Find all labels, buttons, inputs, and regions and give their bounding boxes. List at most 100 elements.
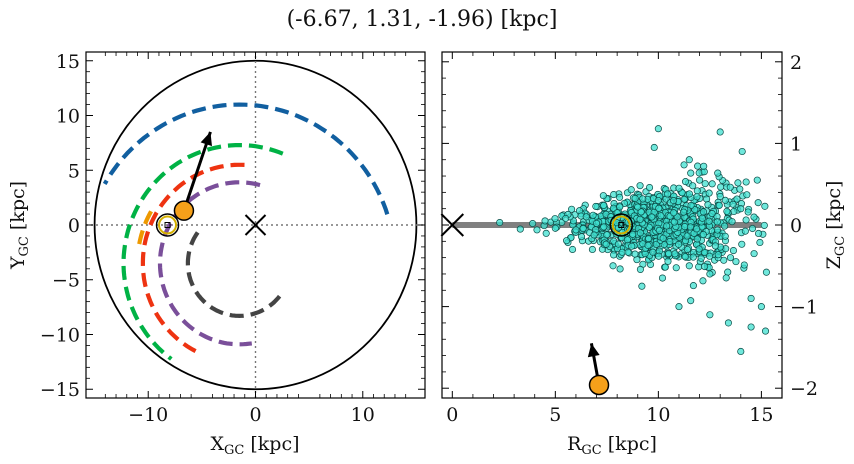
scatter-point bbox=[657, 212, 665, 220]
y-tick-label: 5 bbox=[68, 160, 80, 182]
scatter-point bbox=[708, 180, 716, 188]
y-tick-label: 0 bbox=[790, 215, 802, 237]
right-clipped-content bbox=[452, 125, 770, 356]
scatter-point bbox=[589, 211, 597, 219]
scatter-point bbox=[644, 241, 652, 249]
scatter-point bbox=[689, 282, 697, 290]
scatter-point bbox=[671, 250, 679, 258]
scatter-point bbox=[687, 169, 695, 177]
scatter-point bbox=[729, 247, 738, 255]
scatter-point bbox=[721, 232, 729, 240]
scatter-point bbox=[634, 203, 642, 211]
scatter-point bbox=[648, 213, 656, 221]
scatter-point bbox=[750, 213, 758, 221]
scatter-point bbox=[681, 253, 689, 261]
scatter-point bbox=[687, 297, 695, 305]
scatter-point bbox=[616, 203, 624, 211]
scatter-point bbox=[609, 251, 618, 259]
velocity-arrow-right-head bbox=[587, 343, 600, 358]
scatter-point bbox=[623, 236, 632, 244]
object-marker-right bbox=[588, 374, 610, 396]
scatter-point bbox=[750, 250, 758, 258]
scatter-point bbox=[599, 192, 607, 200]
scatter-point bbox=[686, 223, 694, 231]
scatter-point bbox=[693, 225, 701, 233]
galactic-center-marker bbox=[244, 214, 267, 236]
scatter-point bbox=[680, 161, 688, 169]
scatter-point bbox=[661, 263, 669, 271]
scatter-point bbox=[747, 294, 755, 302]
x-tick-label: 5 bbox=[549, 404, 561, 426]
scatter-point bbox=[717, 183, 725, 191]
scatter-point bbox=[742, 216, 750, 224]
scatter-point bbox=[730, 207, 738, 216]
scatter-point bbox=[748, 224, 757, 233]
scatter-point bbox=[693, 193, 701, 201]
scatter-point bbox=[655, 226, 663, 234]
scatter-point bbox=[713, 218, 721, 226]
scatter-point bbox=[724, 268, 732, 276]
scatter-point bbox=[636, 215, 644, 223]
scatter-point bbox=[568, 245, 577, 254]
sun-marker bbox=[155, 213, 180, 237]
scatter-point bbox=[736, 185, 744, 193]
scatter-point bbox=[695, 245, 703, 253]
scatter-point bbox=[762, 268, 770, 276]
scatter-point bbox=[743, 191, 751, 199]
scatter-point bbox=[685, 190, 693, 198]
scatter-point bbox=[689, 182, 697, 190]
y-tick-label: −1 bbox=[790, 297, 818, 319]
scatter-point bbox=[675, 184, 683, 192]
scatter-point bbox=[582, 213, 590, 221]
scatter-point bbox=[685, 262, 693, 270]
scatter-point bbox=[757, 303, 765, 311]
scatter-point bbox=[654, 196, 662, 205]
left-panel: −10 0 10 −15 −10 −5 0 5 10 15 XGC [kpc] YGC [kpc] bbox=[7, 51, 426, 458]
scatter-point bbox=[689, 253, 697, 261]
right-x-label: RGC [kpc] bbox=[567, 433, 657, 458]
scatter-point bbox=[698, 214, 706, 222]
scatter-point bbox=[683, 245, 692, 254]
scatter-point bbox=[529, 219, 537, 228]
scatter-point bbox=[680, 195, 688, 203]
scatter-point bbox=[658, 274, 667, 282]
galactic-center-marker-right bbox=[440, 213, 465, 237]
right-panel: 0 5 10 15 −2 −1 0 1 2 RGC [kpc] ZGC [kpc] bbox=[440, 51, 848, 458]
scatter-point bbox=[618, 248, 626, 256]
y-tick-label: 15 bbox=[56, 51, 80, 73]
scatter-point bbox=[577, 233, 586, 241]
x-tick-label: −10 bbox=[128, 404, 168, 426]
scatter-point bbox=[650, 143, 658, 152]
y-tick-label: −15 bbox=[40, 379, 80, 401]
x-tick-label: 0 bbox=[249, 404, 261, 426]
scatter-point bbox=[638, 282, 646, 290]
scatter-point bbox=[685, 156, 693, 164]
x-tick-label: 0 bbox=[446, 404, 458, 426]
scatter-point bbox=[708, 209, 716, 218]
scatter-point bbox=[590, 231, 598, 239]
scatter-point bbox=[715, 201, 723, 209]
scatter-point bbox=[706, 252, 714, 260]
scatter-point bbox=[728, 218, 736, 226]
y-tick-label: 2 bbox=[790, 52, 802, 74]
scatter-point bbox=[687, 201, 695, 209]
scatter-point bbox=[706, 311, 714, 319]
scatter-point bbox=[628, 242, 636, 250]
scatter-point bbox=[655, 252, 663, 260]
scatter-point bbox=[723, 207, 731, 215]
scatter-point bbox=[683, 232, 691, 240]
scatter-point bbox=[701, 262, 709, 271]
object-marker bbox=[173, 200, 195, 221]
scatter-point bbox=[681, 178, 690, 186]
scatter-point bbox=[732, 258, 740, 266]
scatter-point bbox=[753, 176, 761, 184]
scatter-point bbox=[631, 194, 639, 202]
spiral-arm-2 bbox=[140, 162, 245, 356]
scatter-point bbox=[666, 237, 674, 246]
scatter-point bbox=[579, 225, 587, 233]
scatter-point bbox=[744, 208, 752, 216]
scatter-point bbox=[747, 323, 755, 331]
scatter-point bbox=[716, 192, 724, 200]
x-tick-label: 10 bbox=[646, 404, 670, 426]
